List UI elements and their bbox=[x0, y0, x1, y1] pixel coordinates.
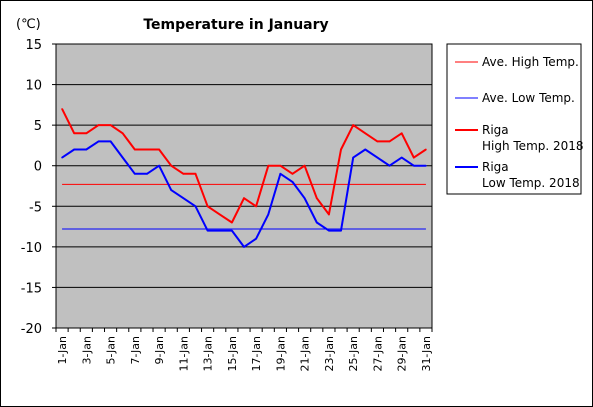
data-point bbox=[340, 148, 342, 151]
data-point bbox=[388, 164, 391, 167]
data-point bbox=[85, 132, 88, 135]
legend-label: Riga bbox=[482, 123, 509, 137]
data-point bbox=[218, 213, 221, 216]
data-point bbox=[182, 173, 185, 175]
data-point bbox=[315, 197, 318, 199]
data-point bbox=[425, 164, 427, 167]
x-tick-label: 21-Jan bbox=[299, 336, 312, 372]
data-point bbox=[158, 164, 160, 167]
data-point bbox=[97, 124, 100, 126]
data-point bbox=[121, 132, 124, 135]
y-tick-label: -15 bbox=[21, 281, 42, 296]
data-point bbox=[376, 156, 379, 159]
y-tick-label: -20 bbox=[21, 322, 42, 337]
data-point bbox=[388, 140, 391, 143]
data-point bbox=[170, 164, 173, 167]
y-tick-label: -5 bbox=[29, 200, 42, 215]
data-point bbox=[352, 156, 354, 159]
legend-label: Low Temp. 2018 bbox=[482, 176, 580, 190]
data-point bbox=[315, 221, 318, 224]
x-tick-label: 5-Jan bbox=[105, 336, 118, 365]
data-point bbox=[376, 140, 379, 143]
data-point bbox=[328, 229, 330, 232]
x-tick-label: 27-Jan bbox=[371, 336, 384, 372]
data-point bbox=[303, 164, 306, 167]
legend-label: Ave. High Temp. bbox=[482, 55, 579, 69]
x-tick-label: 23-Jan bbox=[323, 336, 336, 372]
data-point bbox=[73, 132, 75, 135]
data-point bbox=[206, 229, 209, 232]
data-point bbox=[170, 189, 173, 191]
data-point bbox=[303, 197, 306, 199]
data-point bbox=[206, 205, 209, 208]
data-point bbox=[218, 229, 221, 232]
data-point bbox=[400, 156, 403, 159]
data-point bbox=[97, 140, 100, 143]
data-point bbox=[109, 124, 112, 126]
x-tick-label: 31-Jan bbox=[420, 336, 433, 372]
data-point bbox=[291, 181, 294, 183]
data-point bbox=[279, 173, 282, 175]
legend-label: High Temp. 2018 bbox=[482, 139, 584, 153]
data-point bbox=[182, 197, 185, 199]
data-point bbox=[279, 164, 282, 167]
data-point bbox=[231, 229, 233, 232]
data-point bbox=[413, 164, 415, 167]
data-point bbox=[134, 148, 136, 151]
x-tick-label: 13-Jan bbox=[202, 336, 215, 372]
y-tick-label: 0 bbox=[34, 160, 42, 175]
legend-label: Riga bbox=[482, 160, 509, 174]
y-tick-label: 15 bbox=[25, 38, 42, 53]
legend-label: Ave. Low Temp. bbox=[482, 91, 575, 105]
x-tick-label: 17-Jan bbox=[250, 336, 263, 372]
data-point bbox=[267, 213, 270, 216]
data-point bbox=[255, 205, 257, 208]
legend-box bbox=[446, 43, 582, 195]
data-point bbox=[352, 124, 354, 126]
data-point bbox=[364, 148, 367, 151]
data-point bbox=[194, 205, 197, 208]
data-point bbox=[85, 148, 88, 151]
data-point bbox=[243, 197, 245, 199]
data-point bbox=[121, 156, 124, 159]
y-tick-label: 10 bbox=[25, 79, 42, 94]
data-point bbox=[61, 156, 63, 159]
chart-title: Temperature in January bbox=[143, 17, 328, 33]
plot-area: 15 10 5 0 -5 -10 -15 -20 1-Jan 3-Jan 5-Jan 7-Jan 9-J… bbox=[21, 38, 433, 372]
data-point bbox=[400, 132, 403, 135]
data-point bbox=[146, 173, 148, 175]
data-point bbox=[158, 148, 160, 151]
data-point bbox=[109, 140, 112, 143]
x-tick-label: 19-Jan bbox=[274, 336, 287, 372]
x-tick-label: 3-Jan bbox=[80, 336, 93, 365]
x-tick-label: 25-Jan bbox=[347, 336, 360, 372]
x-tick-label: 1-Jan bbox=[56, 336, 69, 365]
x-tick-label: 15-Jan bbox=[226, 336, 239, 372]
data-point bbox=[425, 148, 427, 151]
x-tick-label: 7-Jan bbox=[129, 336, 142, 365]
data-point bbox=[364, 132, 367, 135]
data-point bbox=[255, 237, 257, 240]
x-tick-label: 9-Jan bbox=[153, 336, 166, 365]
data-point bbox=[231, 221, 233, 224]
data-point bbox=[134, 173, 136, 175]
data-point bbox=[267, 164, 270, 167]
data-point bbox=[194, 173, 197, 175]
data-point bbox=[73, 148, 75, 151]
plot-background bbox=[55, 43, 433, 329]
data-point bbox=[340, 229, 342, 232]
data-point bbox=[328, 213, 330, 216]
legend: Ave. High Temp. Ave. Low Temp. Riga High Te… bbox=[446, 43, 584, 195]
data-point bbox=[243, 246, 245, 248]
data-point bbox=[291, 173, 294, 175]
y-axis-unit-label: (℃) bbox=[16, 17, 41, 32]
y-tick-label: 5 bbox=[34, 119, 42, 134]
x-tick-label: 11-Jan bbox=[177, 336, 190, 372]
data-point bbox=[146, 148, 148, 151]
y-tick-label: -10 bbox=[21, 241, 42, 256]
data-point bbox=[413, 156, 415, 159]
x-tick-label: 29-Jan bbox=[396, 336, 409, 372]
data-point bbox=[61, 108, 63, 110]
